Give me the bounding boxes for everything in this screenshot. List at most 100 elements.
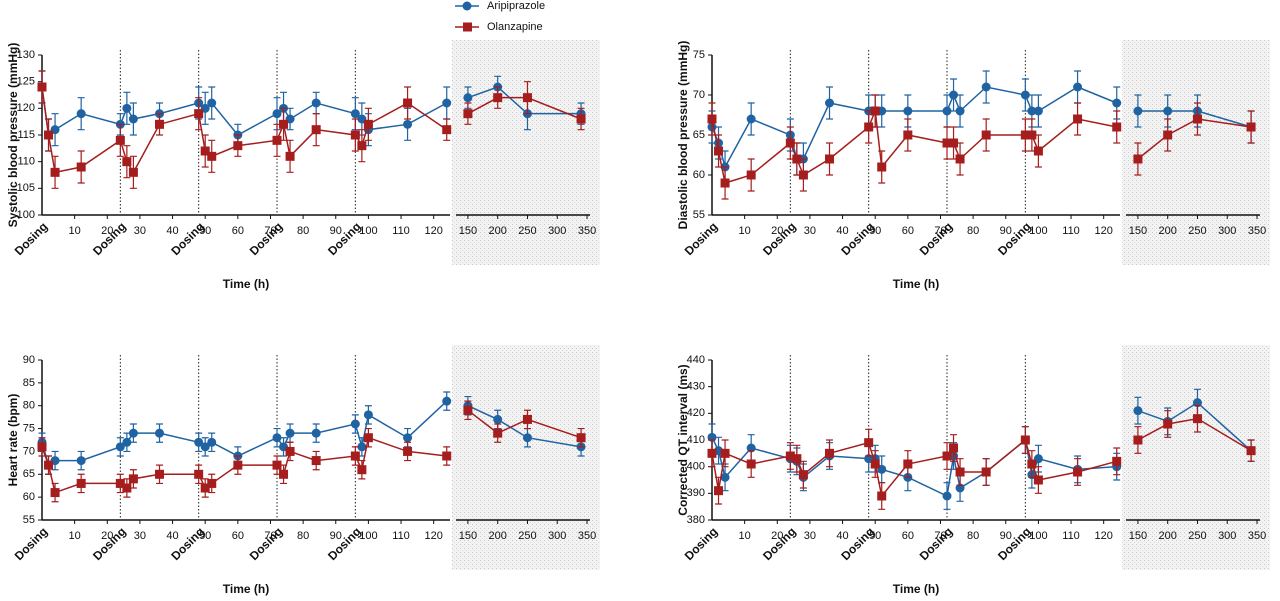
x-tick-label: 250 bbox=[1188, 225, 1206, 237]
data-point bbox=[1112, 456, 1122, 466]
data-point bbox=[357, 465, 367, 475]
data-point bbox=[877, 491, 887, 501]
legend-marker bbox=[462, 1, 472, 11]
y-axis-label: Heart rate (bpm) bbox=[6, 394, 20, 487]
x-tick-label: 350 bbox=[1248, 225, 1266, 237]
data-point bbox=[1192, 414, 1202, 424]
y-tick-label: 75 bbox=[23, 422, 35, 434]
data-point bbox=[311, 98, 321, 108]
data-point bbox=[576, 433, 586, 443]
data-point bbox=[792, 154, 802, 164]
data-point bbox=[285, 151, 295, 161]
data-point bbox=[155, 119, 165, 129]
data-point bbox=[463, 405, 473, 415]
data-point bbox=[903, 130, 913, 140]
data-point bbox=[785, 451, 795, 461]
x-tick-label: 110 bbox=[392, 530, 410, 542]
data-point bbox=[76, 456, 86, 466]
data-point bbox=[50, 488, 60, 498]
data-point bbox=[720, 178, 730, 188]
series-line bbox=[711, 437, 1117, 498]
data-point bbox=[115, 135, 125, 145]
y-tick-label: 55 bbox=[693, 209, 705, 221]
data-point bbox=[864, 438, 874, 448]
y-tick-label: 130 bbox=[17, 49, 35, 61]
data-point bbox=[350, 419, 360, 429]
x-tick-label: 10 bbox=[739, 530, 751, 542]
hatched-region bbox=[1122, 345, 1270, 570]
x-tick-label: 110 bbox=[1062, 225, 1080, 237]
x-tick-label: 30 bbox=[134, 225, 146, 237]
y-tick-label: 400 bbox=[687, 461, 705, 473]
series-line bbox=[41, 400, 448, 467]
data-point bbox=[76, 109, 86, 119]
x-tick-label: 30 bbox=[134, 530, 146, 542]
x-tick-label: 300 bbox=[548, 225, 566, 237]
y-tick-label: 70 bbox=[693, 89, 705, 101]
x-tick-label: 40 bbox=[836, 225, 848, 237]
data-point bbox=[403, 433, 413, 443]
data-point bbox=[44, 130, 54, 140]
data-point bbox=[949, 90, 959, 100]
data-point bbox=[1133, 406, 1143, 416]
data-point bbox=[194, 469, 204, 479]
y-tick-label: 380 bbox=[687, 514, 705, 526]
data-point bbox=[122, 483, 132, 493]
y-tick-label: 420 bbox=[687, 407, 705, 419]
data-point bbox=[272, 460, 282, 470]
data-point bbox=[942, 451, 952, 461]
data-point bbox=[949, 443, 959, 453]
data-point bbox=[357, 442, 367, 452]
data-point bbox=[279, 469, 289, 479]
x-tick-label: 60 bbox=[902, 225, 914, 237]
y-tick-label: 60 bbox=[23, 491, 35, 503]
x-tick-label: 350 bbox=[578, 530, 596, 542]
data-point bbox=[285, 428, 295, 438]
data-point bbox=[403, 98, 413, 108]
data-point bbox=[864, 122, 874, 132]
y-tick-label: 90 bbox=[23, 354, 35, 366]
data-point bbox=[311, 428, 321, 438]
data-point bbox=[949, 138, 959, 148]
data-point bbox=[76, 478, 86, 488]
data-point bbox=[350, 130, 360, 140]
data-point bbox=[493, 428, 503, 438]
x-tick-label: 80 bbox=[967, 530, 979, 542]
data-point bbox=[720, 448, 730, 458]
data-point bbox=[122, 103, 132, 113]
data-point bbox=[115, 478, 125, 488]
data-point bbox=[825, 98, 835, 108]
x-tick-label: 40 bbox=[836, 530, 848, 542]
x-tick-label: 350 bbox=[1248, 530, 1266, 542]
x-tick-label: 100 bbox=[1029, 530, 1047, 542]
data-point bbox=[403, 446, 413, 456]
x-tick-label: 300 bbox=[548, 530, 566, 542]
data-point bbox=[128, 167, 138, 177]
data-point bbox=[207, 151, 217, 161]
x-tick-label: 70 bbox=[934, 225, 946, 237]
data-point bbox=[942, 106, 952, 116]
legend-label: Aripiprazole bbox=[487, 0, 545, 12]
x-tick-label: 100 bbox=[1029, 225, 1047, 237]
x-tick-label: 150 bbox=[1129, 225, 1147, 237]
data-point bbox=[1027, 130, 1037, 140]
data-point bbox=[746, 114, 756, 124]
data-point bbox=[128, 474, 138, 484]
data-point bbox=[357, 141, 367, 151]
series-line bbox=[711, 438, 1117, 498]
y-tick-label: 65 bbox=[693, 129, 705, 141]
y-tick-label: 100 bbox=[17, 209, 35, 221]
data-point bbox=[442, 396, 452, 406]
y-tick-label: 110 bbox=[17, 156, 35, 168]
x-tick-label: 80 bbox=[297, 530, 309, 542]
data-point bbox=[746, 459, 756, 469]
y-tick-label: 410 bbox=[687, 434, 705, 446]
x-axis-label: Time (h) bbox=[223, 582, 269, 596]
data-point bbox=[442, 125, 452, 135]
series-line bbox=[1137, 417, 1252, 452]
data-point bbox=[37, 442, 47, 452]
data-point bbox=[942, 491, 952, 501]
y-tick-label: 125 bbox=[17, 76, 35, 88]
y-tick-label: 65 bbox=[23, 468, 35, 480]
